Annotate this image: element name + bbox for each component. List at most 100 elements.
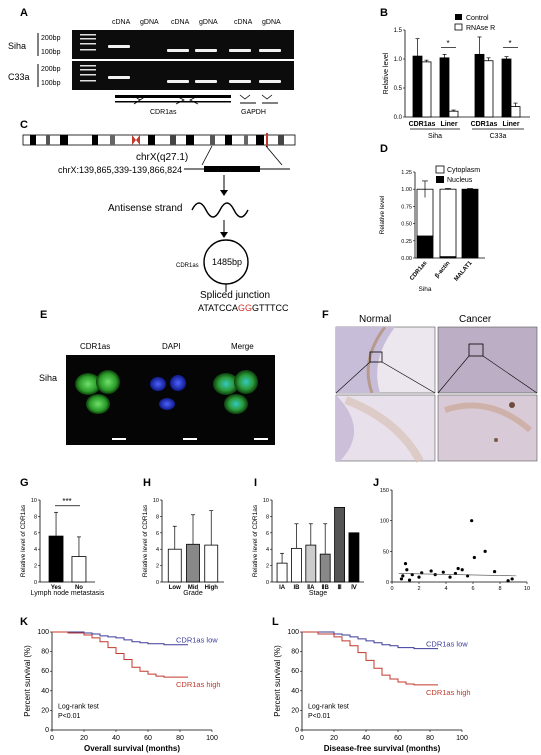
x-tick-label: CDR1as [409,121,436,128]
x-axis-label: Grade [183,590,203,597]
bar [510,106,521,118]
bar [439,57,450,118]
x-tick-label: 20 [80,735,88,742]
scatter-point [433,573,437,577]
chromosome-ideogram [22,134,296,146]
x-tick-label: ⅡA [307,584,315,591]
chart-d-fractionation: 0.00 0.25 0.50 0.75 1.00 1.25 Relative level CD… [379,165,485,293]
bar [186,543,200,583]
scatter-point [483,549,487,553]
bar [305,544,317,583]
x-tick-label: 0 [50,735,54,742]
x-axis-label: Lymph node metastasis [31,590,105,597]
lane-header: gDNA [140,19,159,26]
panel-label-g: G [20,477,29,489]
panel-label-a: A [20,7,28,19]
y-tick-label: 100 [380,519,389,525]
panel-label-k: K [20,616,28,628]
chart-i-stage: 0 2 4 6 8 10 Relative level of CDR1as IA IB ⅡA ⅡB Ⅲ… [252,498,364,597]
series-label: CDR1as low [426,640,468,649]
bar [334,506,345,583]
scatter-point [448,575,452,579]
gel-row-c33a [72,61,294,90]
bar [448,110,459,118]
gel-cell-label: C33a [8,72,30,82]
x-tick-label: MALAT1 [454,260,474,283]
y-axis-label: Relative level of CDR1as [142,504,149,577]
panel-label-b: B [380,7,388,19]
group-label: Siha [428,133,442,140]
y-tick-label: 8 [34,514,37,520]
annotation: Log-rank test [58,703,99,710]
gel-row-siha [72,30,294,59]
y-axis-label: Relative level of CDR1as [20,504,27,577]
x-tick-label: 8 [498,586,501,592]
bar [276,562,288,583]
bar [412,55,423,118]
x-tick-label: IA [279,585,286,591]
y-axis-label: Relative level [383,52,390,94]
legend-label: Control [466,15,489,22]
survival-curve [302,631,438,686]
y-tick-label: 10 [31,498,37,504]
chart-h-grade: 0 2 4 6 8 10 Relative level of CDR1as Low Mid Hig… [142,498,224,597]
scatter-point [399,577,404,581]
y-tick-label: 100 [287,629,299,636]
scatter-point [506,579,510,583]
x-tick-label: IB [293,585,300,591]
x-tick-label: ⅡB [322,584,330,591]
y-tick-label: 100 [37,629,49,636]
circrna-name: CDR1as [176,263,199,269]
lane-header: cDNA [112,19,131,26]
y-tick-label: 20 [291,707,299,714]
fish-column-title: DAPI [162,342,181,351]
panel-label-l: L [272,616,279,628]
x-tick-label: 20 [330,735,338,742]
y-tick-label: 8 [156,514,159,520]
scatter-point [403,562,408,566]
legend-label: Cytoplasm [447,167,480,174]
y-axis-label: Relative level of CDR1as [252,504,259,577]
scatter-point [429,569,433,573]
x-tick-label: β-actin [434,260,451,279]
y-tick-label: 2 [34,564,37,570]
x-tick-label: Mid [188,585,199,591]
chart-g-lymph: 0 2 4 6 8 10 Relative level of CDR1as Yes NoLymp… [20,497,105,597]
x-tick-label: 100 [456,735,468,742]
bar [348,532,360,583]
bar [483,60,494,118]
y-tick-label: 1.00 [401,187,412,193]
y-tick-label: 6 [34,531,37,537]
y-tick-label: 40 [41,688,49,695]
bar-nucleus [416,235,434,259]
y-tick-label: 0 [45,727,49,734]
series-label: CDR1as high [176,680,221,689]
marker-label: 200bp [41,35,61,42]
y-tick-label: 2 [156,564,159,570]
scatter-point [407,578,412,582]
y-tick-label: 0 [266,580,269,586]
chart-l-disease-free-survival: 0 20 40 60 80 100 0 20 40 60 80 100 Percent survival… [273,629,471,753]
chart-k-overall-survival: 0 20 40 60 80 100 0 20 40 60 80 100 Percent survival… [23,629,221,753]
y-tick-label: 1.0 [394,57,403,63]
survival-curve [52,631,188,646]
y-tick-label: 40 [291,688,299,695]
panel-label-h: H [143,477,151,489]
group-label: Siha [418,286,431,293]
legend-swatch [436,176,444,183]
annotation: P<0.01 [58,713,80,720]
x-tick-label: 60 [394,735,402,742]
y-tick-label: 80 [291,649,299,656]
bar [319,553,331,583]
circrna-diagram: chrX(q27.1) chrX:139,865,339-139,866,824… [22,133,296,313]
y-tick-label: 50 [383,549,389,555]
y-tick-label: 0 [386,580,389,586]
panel-label-j: J [373,477,379,489]
legend-label: RNAse R [466,25,495,32]
legend-label: Nucleus [447,177,473,184]
ihc-column-title: Normal [359,314,391,325]
scatter-point [405,568,409,572]
series-label: CDR1as low [176,636,218,645]
y-tick-label: 20 [41,707,49,714]
chart-j-scatter: 0 50 100 150 0 2 4 6 8 10 [380,488,530,592]
